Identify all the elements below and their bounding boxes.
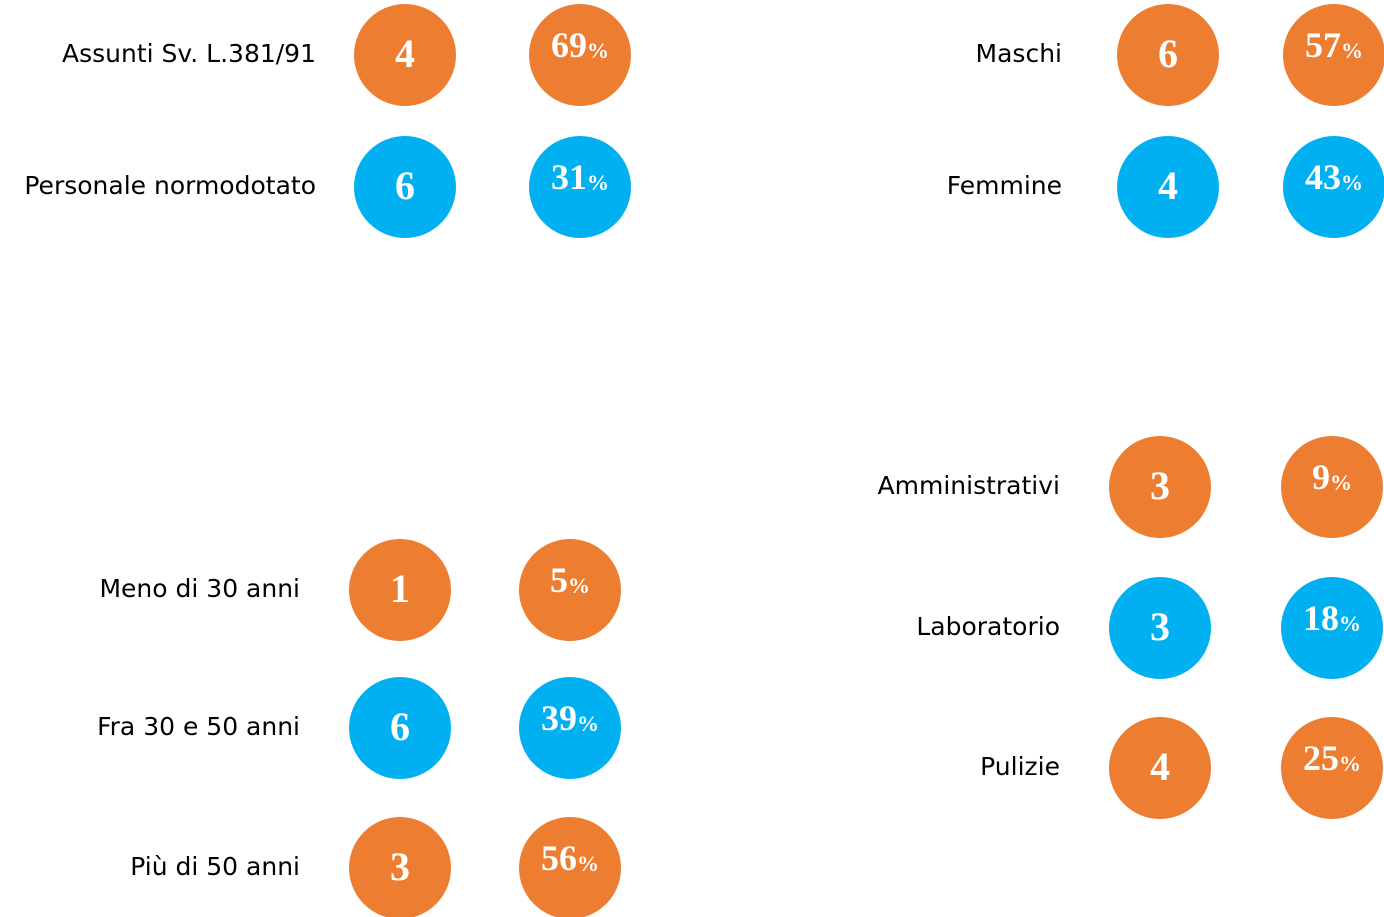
- percent-unit: %: [1341, 38, 1363, 63]
- count-circle: [1109, 577, 1211, 679]
- percent-value: 18: [1303, 598, 1339, 638]
- percent-value: 31: [551, 157, 587, 197]
- count-value: 6: [395, 163, 415, 208]
- percent-unit: %: [1339, 611, 1361, 636]
- row-label: Maschi: [976, 39, 1062, 68]
- count-circle: [349, 677, 451, 779]
- percent-circle: [519, 817, 621, 917]
- row-label: Fra 30 e 50 anni: [97, 712, 300, 741]
- percent-text: 18%: [1303, 598, 1361, 638]
- percent-circle: [1281, 436, 1383, 538]
- count-value: 4: [1158, 163, 1178, 208]
- percent-circle: [1281, 577, 1383, 679]
- count-circle: [354, 4, 456, 106]
- row-label: Personale normodotato: [24, 171, 316, 200]
- row-label: Più di 50 anni: [130, 852, 300, 881]
- percent-value: 56: [541, 838, 577, 878]
- percent-circle: [1281, 717, 1383, 819]
- percent-value: 25: [1303, 738, 1339, 778]
- percent-circle: [1283, 4, 1384, 106]
- percent-text: 69%: [551, 25, 609, 65]
- percent-text: 5%: [550, 560, 590, 600]
- count-circle: [354, 136, 456, 238]
- percent-unit: %: [1341, 170, 1363, 195]
- count-circle: [349, 539, 451, 641]
- count-value: 3: [1150, 463, 1170, 508]
- count-circle: [1117, 136, 1219, 238]
- percent-value: 43: [1305, 157, 1341, 197]
- percent-unit: %: [1330, 470, 1352, 495]
- percent-unit: %: [568, 573, 590, 598]
- percent-unit: %: [1339, 751, 1361, 776]
- percent-value: 9: [1312, 457, 1330, 497]
- row-label: Pulizie: [980, 752, 1060, 781]
- row-label: Laboratorio: [916, 612, 1060, 641]
- percent-text: 39%: [541, 698, 599, 738]
- count-value: 6: [390, 704, 410, 749]
- percent-value: 69: [551, 25, 587, 65]
- percent-text: 9%: [1312, 457, 1352, 497]
- row-label: Amministrativi: [878, 471, 1060, 500]
- count-value: 1: [390, 566, 410, 611]
- row-label: Assunti Sv. L.381/91: [62, 39, 316, 68]
- count-circle: [1117, 4, 1219, 106]
- percent-unit: %: [587, 38, 609, 63]
- percent-text: 25%: [1303, 738, 1361, 778]
- percent-text: 56%: [541, 838, 599, 878]
- row-label: Meno di 30 anni: [99, 574, 300, 603]
- count-circle: [1109, 436, 1211, 538]
- percent-unit: %: [577, 711, 599, 736]
- percent-value: 5: [550, 560, 568, 600]
- percent-value: 39: [541, 698, 577, 738]
- count-circle: [349, 817, 451, 917]
- count-value: 4: [395, 31, 415, 76]
- percent-text: 57%: [1305, 25, 1363, 65]
- percent-unit: %: [587, 170, 609, 195]
- row-label: Femmine: [947, 171, 1062, 200]
- percent-value: 57: [1305, 25, 1341, 65]
- count-circle: [1109, 717, 1211, 819]
- count-value: 3: [390, 844, 410, 889]
- percent-text: 31%: [551, 157, 609, 197]
- percent-text: 43%: [1305, 157, 1363, 197]
- count-value: 6: [1158, 31, 1178, 76]
- percent-circle: [529, 136, 631, 238]
- percent-circle: [529, 4, 631, 106]
- percent-circle: [1283, 136, 1384, 238]
- count-value: 4: [1150, 744, 1170, 789]
- percent-unit: %: [577, 851, 599, 876]
- percent-circle: [519, 539, 621, 641]
- percent-circle: [519, 677, 621, 779]
- count-value: 3: [1150, 604, 1170, 649]
